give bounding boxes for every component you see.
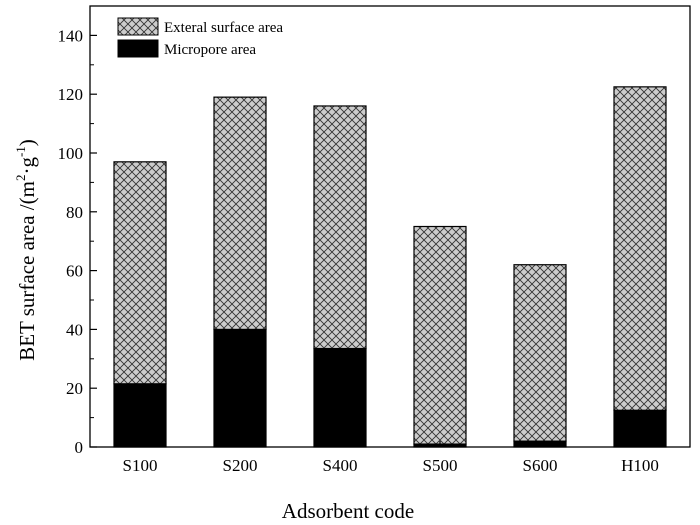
- y-tick-label: 0: [75, 438, 84, 457]
- x-tick-label: S400: [323, 456, 358, 475]
- legend-label-micropore: Micropore area: [164, 42, 256, 58]
- y-tick-label: 140: [58, 26, 84, 45]
- axes-layer: 0 20 40 60 80 100 120 140 S100 S200 S400 S500 S600 H1…: [58, 5, 691, 475]
- y-tick-label: 120: [58, 85, 84, 104]
- y-axis-title: BET surface area /(m2·g-1): [13, 139, 39, 361]
- plot-frame: [89, 5, 691, 448]
- x-axis-title: Adsorbent code: [282, 499, 414, 523]
- y-tick-label: 20: [66, 379, 83, 398]
- bar-external-s100: [113, 161, 167, 385]
- bars-layer: [113, 86, 667, 448]
- y-axis-title-sup3: -1: [13, 146, 28, 157]
- x-tick-label: H100: [621, 456, 659, 475]
- legend-swatch-micropore: [117, 39, 159, 58]
- y-axis-title-mid: ·g: [15, 157, 39, 175]
- legend-label-external: Exteral surface area: [164, 20, 283, 36]
- y-axis-title-main: BET surface area /(m: [15, 181, 39, 361]
- bar-external-h100: [613, 86, 667, 411]
- x-tick-label: S500: [423, 456, 458, 475]
- bar-micropore-s400: [313, 347, 367, 448]
- x-tick-label: S600: [523, 456, 558, 475]
- bar-micropore-s200: [213, 328, 267, 448]
- y-axis-title-sup2: 2: [13, 175, 28, 182]
- y-tick-label: 100: [58, 144, 84, 163]
- y-tick-label: 80: [66, 203, 83, 222]
- y-tick-label: 40: [66, 320, 83, 339]
- x-tick-label: S100: [123, 456, 158, 475]
- bar-micropore-h100: [613, 409, 667, 448]
- y-tick-label: 60: [66, 262, 83, 281]
- x-tick-label: S200: [223, 456, 258, 475]
- y-axis-title-end: ): [15, 139, 39, 146]
- bar-external-s500: [413, 225, 467, 445]
- bar-external-s400: [313, 105, 367, 350]
- legend: Exteral surface area Micropore area: [117, 17, 283, 58]
- bar-external-s200: [213, 96, 267, 330]
- bar-micropore-s100: [113, 383, 167, 448]
- legend-swatch-external: [117, 17, 159, 36]
- bar-external-s600: [513, 264, 567, 442]
